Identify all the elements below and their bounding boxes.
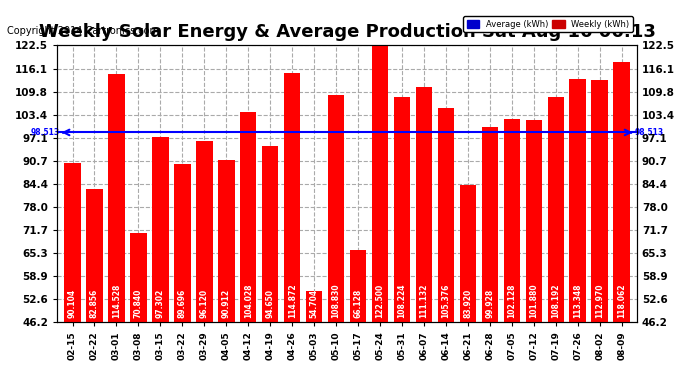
Bar: [152, 137, 168, 375]
Text: 90.104: 90.104: [68, 290, 77, 318]
Text: 96.120: 96.120: [200, 290, 209, 318]
Text: 114.872: 114.872: [288, 284, 297, 318]
Text: 108.192: 108.192: [551, 284, 560, 318]
Title: Weekly Solar Energy & Average Production Sat Aug 16 06:13: Weekly Solar Energy & Average Production…: [39, 23, 655, 41]
Text: 114.528: 114.528: [112, 284, 121, 318]
Text: 94.650: 94.650: [266, 290, 275, 318]
Bar: [504, 119, 520, 375]
Bar: [196, 141, 213, 375]
Bar: [64, 163, 81, 375]
Bar: [437, 108, 454, 375]
Text: 102.128: 102.128: [507, 284, 516, 318]
Bar: [482, 128, 498, 375]
Bar: [328, 95, 344, 375]
Text: 98.513: 98.513: [635, 128, 664, 137]
Text: 104.028: 104.028: [244, 284, 253, 318]
Bar: [174, 164, 190, 375]
Bar: [547, 98, 564, 375]
Bar: [526, 120, 542, 375]
Text: 108.830: 108.830: [332, 284, 341, 318]
Legend: Average (kWh), Weekly (kWh): Average (kWh), Weekly (kWh): [463, 16, 633, 32]
Text: 122.500: 122.500: [375, 284, 384, 318]
Text: 54.704: 54.704: [310, 290, 319, 318]
Text: 98.513: 98.513: [30, 128, 59, 137]
Bar: [350, 250, 366, 375]
Bar: [240, 112, 257, 375]
Text: 111.132: 111.132: [420, 284, 428, 318]
Bar: [372, 45, 388, 375]
Bar: [130, 233, 147, 375]
Bar: [591, 80, 608, 375]
Text: 89.696: 89.696: [178, 289, 187, 318]
Text: 108.224: 108.224: [397, 284, 406, 318]
Bar: [306, 291, 322, 375]
Bar: [613, 62, 630, 375]
Bar: [262, 147, 279, 375]
Text: 66.128: 66.128: [353, 289, 362, 318]
Bar: [108, 74, 125, 375]
Text: 99.928: 99.928: [485, 289, 494, 318]
Text: Copyright 2014 Cartronics.com: Copyright 2014 Cartronics.com: [7, 26, 159, 36]
Text: 70.840: 70.840: [134, 289, 143, 318]
Bar: [218, 160, 235, 375]
Text: 113.348: 113.348: [573, 284, 582, 318]
Text: 112.970: 112.970: [595, 284, 604, 318]
Text: 101.880: 101.880: [529, 284, 538, 318]
Text: 97.302: 97.302: [156, 289, 165, 318]
Text: 82.856: 82.856: [90, 289, 99, 318]
Text: 83.920: 83.920: [464, 289, 473, 318]
Bar: [284, 73, 300, 375]
Bar: [569, 79, 586, 375]
Text: 118.062: 118.062: [617, 284, 626, 318]
Bar: [394, 97, 411, 375]
Bar: [415, 87, 432, 375]
Bar: [460, 185, 476, 375]
Text: 90.912: 90.912: [221, 290, 230, 318]
Bar: [86, 189, 103, 375]
Text: 105.376: 105.376: [442, 284, 451, 318]
